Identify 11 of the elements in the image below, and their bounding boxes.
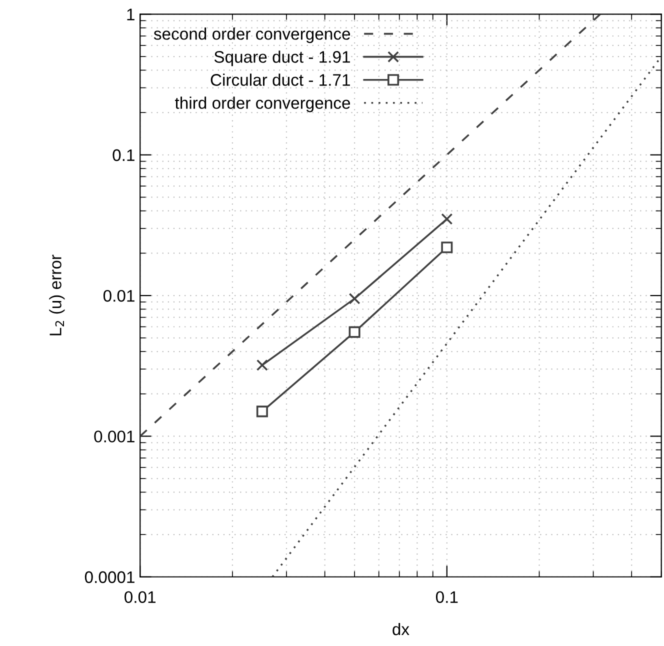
y-tick-label: 0.1: [112, 149, 134, 162]
legend-label: Square duct - 1.91: [214, 50, 350, 66]
legend-label: third order convergence: [175, 96, 350, 112]
legend-label: Circular duct - 1.71: [210, 74, 350, 86]
y-tick-label: 0.0001: [84, 571, 134, 584]
y-tick-label: 0.001: [94, 430, 134, 442]
y-tick-label: 1: [127, 8, 134, 20]
y-tick-label: 0.01: [103, 290, 134, 302]
x-axis-title: dx: [392, 622, 410, 636]
y-axis-title: L$_{2}$ (u) error: [49, 254, 65, 336]
legend-label: second order convergence: [154, 28, 350, 44]
